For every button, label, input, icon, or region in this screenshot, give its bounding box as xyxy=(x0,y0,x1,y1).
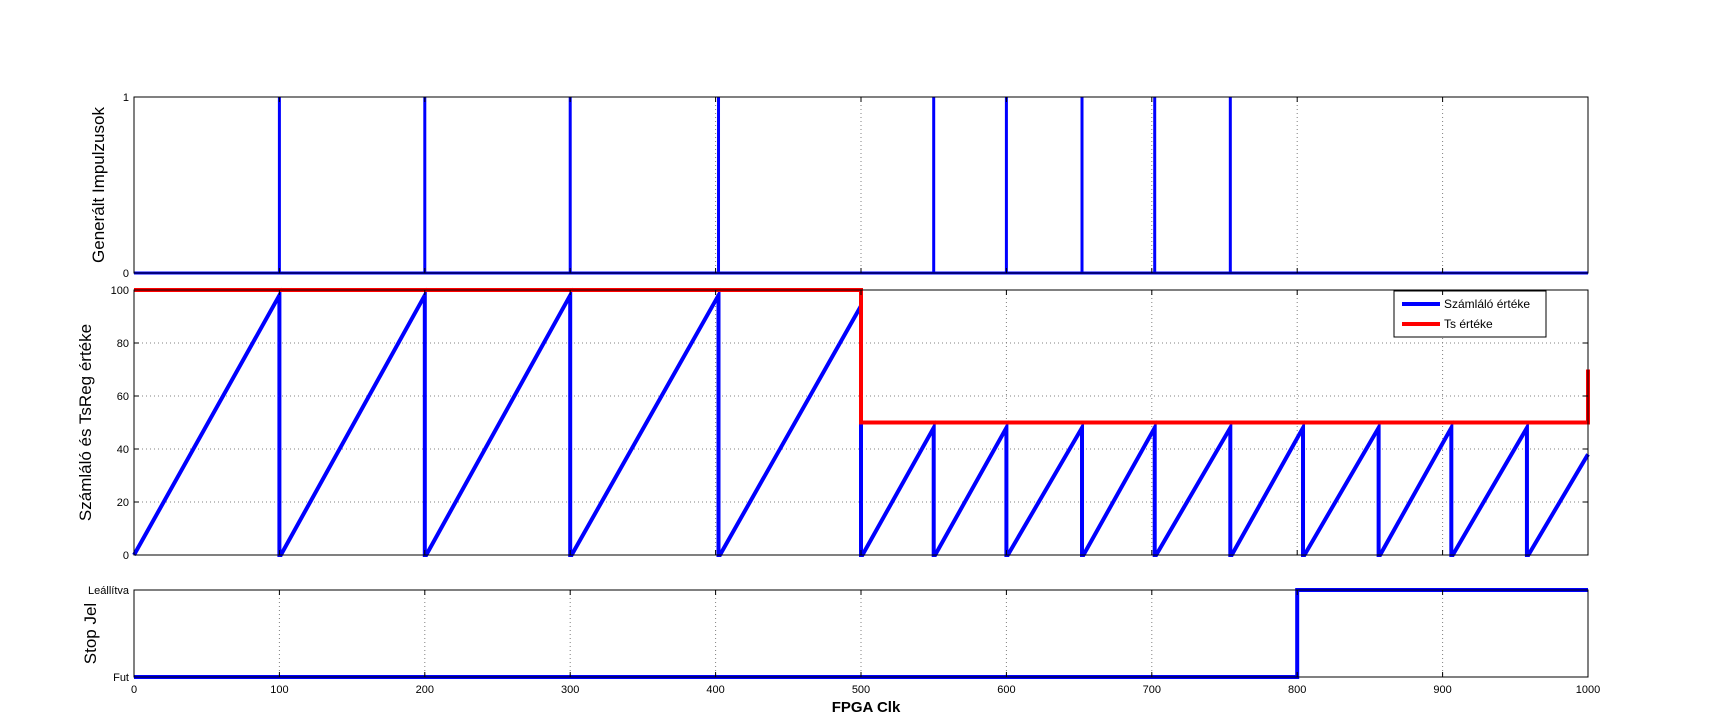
x-tick-label: 800 xyxy=(1288,684,1306,696)
legend: Számláló értéke Ts értéke xyxy=(1393,290,1547,338)
pulses-y-axis-label: Generált Impulzusok xyxy=(89,107,108,263)
legend-label-ts: Ts értéke xyxy=(1444,317,1493,331)
pulses-panel: 01 Generált Impulzusok xyxy=(89,92,1589,280)
counter-y-tick-label: 60 xyxy=(117,391,129,403)
x-tick-label: 700 xyxy=(1143,684,1161,696)
legend-label-counter: Számláló értéke xyxy=(1444,297,1530,311)
x-tick-label: 600 xyxy=(997,684,1015,696)
counter-y-ticks: 0 20 40 60 80 100 xyxy=(111,285,1588,562)
x-tick-label: 500 xyxy=(852,684,870,696)
stop-y-tick-label: Fut xyxy=(113,672,129,684)
x-tick-label: 200 xyxy=(416,684,434,696)
x-tick-label: 0 xyxy=(131,684,137,696)
x-tick-label: 400 xyxy=(706,684,724,696)
stop-y-axis-label: Stop Jel xyxy=(81,603,100,664)
counter-y-tick-label: 20 xyxy=(117,497,129,509)
counter-y-axis-label: Számláló és TsReg értéke xyxy=(76,324,95,521)
counter-panel: 0 20 40 60 80 100 Számláló és TsReg értéke Sz… xyxy=(76,285,1590,562)
counter-y-tick-label: 80 xyxy=(117,338,129,350)
x-tick-labels: 0 100 200 300 400 500 600 700 800 900 1000 xyxy=(131,684,1600,696)
legend-box xyxy=(1393,290,1547,338)
stop-y-tick-label: Leállítva xyxy=(88,585,130,597)
x-tick-label: 1000 xyxy=(1576,684,1600,696)
counter-y-tick-label: 0 xyxy=(123,550,129,562)
pulses-y-ticks: 01 xyxy=(123,92,1588,280)
counter-y-tick-label: 40 xyxy=(117,444,129,456)
x-axis-label: FPGA Clk xyxy=(832,699,901,716)
pulses-y-tick-label: 0 xyxy=(123,268,129,280)
stop-y-ticks: Fut Leállítva xyxy=(88,585,1588,684)
x-tick-label: 100 xyxy=(270,684,288,696)
stop-panel: Fut Leállítva 0 100 200 300 400 500 600 700 800 90… xyxy=(81,585,1600,716)
x-tick-label: 300 xyxy=(561,684,579,696)
pulses-y-tick-label: 1 xyxy=(123,92,129,104)
counter-y-tick-label: 100 xyxy=(111,285,129,297)
x-tick-label: 900 xyxy=(1433,684,1451,696)
